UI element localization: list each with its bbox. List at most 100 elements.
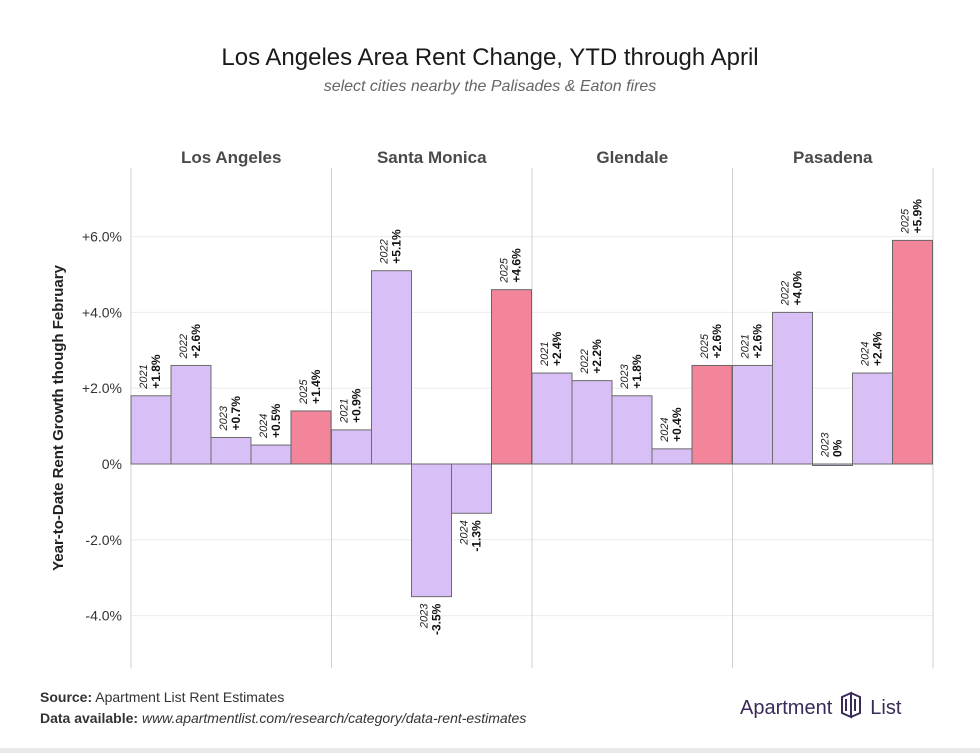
bar-value-label: +0.7% bbox=[229, 396, 243, 431]
source-label: Source: bbox=[40, 689, 93, 705]
bar-label: 2025 +2.6% bbox=[699, 324, 724, 360]
bar-year-label: 2024 bbox=[459, 520, 471, 545]
bar-label: 2025 +5.9% bbox=[900, 199, 925, 235]
building-icon bbox=[838, 691, 864, 725]
data-url-link[interactable]: www.apartmentlist.com/research/category/… bbox=[141, 710, 527, 726]
bar-year-label: 2023 bbox=[820, 432, 832, 458]
panel-title: Santa Monica bbox=[377, 148, 487, 167]
bar bbox=[852, 372, 893, 465]
bottom-divider bbox=[0, 748, 980, 753]
bar-value-label: +2.2% bbox=[590, 339, 604, 374]
bar-value-label: +1.8% bbox=[149, 354, 163, 389]
bar-label: 2024 +0.4% bbox=[659, 407, 684, 443]
bar bbox=[331, 429, 372, 465]
bar-label: 2024 +2.4% bbox=[860, 331, 885, 367]
y-tick-label: -2.0% bbox=[85, 532, 122, 548]
bar bbox=[210, 436, 252, 465]
bar-label: 2025 +4.6% bbox=[499, 248, 524, 284]
bar bbox=[611, 395, 653, 465]
data-available-line: Data available: www.apartmentlist.com/re… bbox=[40, 710, 526, 726]
bar bbox=[411, 463, 452, 598]
bar-label: 2023 0% bbox=[820, 432, 845, 458]
apartment-list-logo: Apartment List bbox=[740, 691, 902, 725]
bar-year-label: 2023 bbox=[619, 363, 631, 389]
chart-title: Los Angeles Area Rent Change, YTD throug… bbox=[221, 44, 759, 71]
bar bbox=[892, 239, 933, 465]
bar bbox=[451, 463, 492, 514]
bar-value-label: +4.0% bbox=[791, 271, 805, 306]
bar-year-label: 2024 bbox=[258, 414, 270, 439]
bar-year-label: 2022 bbox=[379, 239, 391, 264]
bar-value-label: +2.4% bbox=[871, 331, 885, 366]
bar-year-label: 2024 bbox=[860, 342, 872, 367]
bar-value-label: +5.1% bbox=[390, 229, 404, 264]
panel-title: Pasadena bbox=[793, 148, 873, 167]
bar-value-label: +0.9% bbox=[350, 388, 364, 423]
bar-value-label: +0.5% bbox=[269, 403, 283, 438]
bar-year-label: 2022 bbox=[579, 349, 591, 374]
rent-change-chart: +6.0% +4.0% +2.0% 0% -2.0% -4.0% Year-to-Date … bbox=[50, 148, 934, 668]
bar bbox=[531, 372, 573, 465]
panel-title: Glendale bbox=[596, 148, 668, 167]
bar-year-label: 2022 bbox=[178, 334, 190, 359]
bar-value-label: -1.3% bbox=[470, 520, 484, 552]
chart-subtitle: select cities nearby the Palisades & Eat… bbox=[323, 78, 657, 95]
y-tick-label: +4.0% bbox=[82, 304, 122, 320]
source-text: Apartment List Rent Estimates bbox=[95, 689, 285, 705]
bar-value-label: -3.5% bbox=[430, 603, 444, 635]
bar bbox=[812, 463, 853, 466]
bar-value-label: +0.4% bbox=[670, 407, 684, 442]
bar bbox=[130, 395, 172, 465]
bar-label: 2021 +0.9% bbox=[339, 388, 364, 424]
bar-label: 2025 +1.4% bbox=[298, 369, 323, 405]
bar-year-label: 2021 bbox=[138, 364, 150, 389]
bar-year-label: 2021 bbox=[740, 334, 752, 359]
bar-label: 2022 +2.6% bbox=[178, 324, 203, 360]
bar-label: 2024 +0.5% bbox=[258, 403, 283, 439]
bar-label: 2022 +2.2% bbox=[579, 339, 604, 375]
bar-value-label: +2.6% bbox=[189, 324, 203, 359]
logo-text-list: List bbox=[870, 696, 902, 719]
panel-title: Los Angeles bbox=[181, 148, 281, 167]
bar bbox=[491, 289, 532, 465]
bar bbox=[170, 364, 212, 465]
bar-year-label: 2021 bbox=[339, 398, 351, 423]
y-axis-label: Year-to-Date Rent Growth though February bbox=[50, 264, 67, 571]
bar-value-label: +5.9% bbox=[911, 199, 925, 234]
bar-value-label: +2.6% bbox=[710, 324, 724, 359]
bar-label: 2022 +5.1% bbox=[379, 229, 404, 265]
bar-year-label: 2025 bbox=[699, 333, 711, 359]
bar-year-label: 2021 bbox=[539, 342, 551, 367]
bar-year-label: 2025 bbox=[298, 379, 310, 405]
bar bbox=[772, 311, 813, 465]
bar-value-label: +1.8% bbox=[630, 354, 644, 389]
source-line: Source: Apartment List Rent Estimates bbox=[40, 689, 284, 705]
bar-label: 2021 +1.8% bbox=[138, 354, 163, 390]
y-tick-label: -4.0% bbox=[85, 608, 122, 624]
bar bbox=[371, 270, 412, 465]
bar bbox=[250, 444, 292, 465]
bar bbox=[290, 410, 332, 465]
y-tick-label: +2.0% bbox=[82, 380, 122, 396]
logo-text-apartment: Apartment bbox=[740, 696, 833, 719]
bar bbox=[571, 380, 613, 465]
bar-label: 2021 +2.4% bbox=[539, 331, 564, 367]
bar-year-label: 2025 bbox=[499, 257, 511, 283]
bar-year-label: 2022 bbox=[780, 281, 792, 306]
bar-year-label: 2024 bbox=[659, 417, 671, 442]
bar-label: 2022 +4.0% bbox=[780, 271, 805, 307]
bar-year-label: 2023 bbox=[419, 603, 431, 629]
bar-label: 2023 +1.8% bbox=[619, 354, 644, 390]
bar-year-label: 2023 bbox=[218, 405, 230, 431]
bar bbox=[651, 448, 693, 465]
bar-value-label: +2.4% bbox=[550, 331, 564, 366]
bar-value-label: 0% bbox=[831, 439, 845, 457]
bar-year-label: 2025 bbox=[900, 208, 912, 234]
bar-label: 2021 +2.6% bbox=[740, 324, 765, 360]
bar-label: 2023 +0.7% bbox=[218, 396, 243, 432]
bar-value-label: +4.6% bbox=[510, 248, 524, 283]
data-available-label: Data available: bbox=[40, 710, 139, 726]
bar bbox=[732, 364, 773, 465]
bar-label: 2023 -3.5% bbox=[419, 603, 444, 635]
y-tick-label: +6.0% bbox=[82, 229, 122, 245]
